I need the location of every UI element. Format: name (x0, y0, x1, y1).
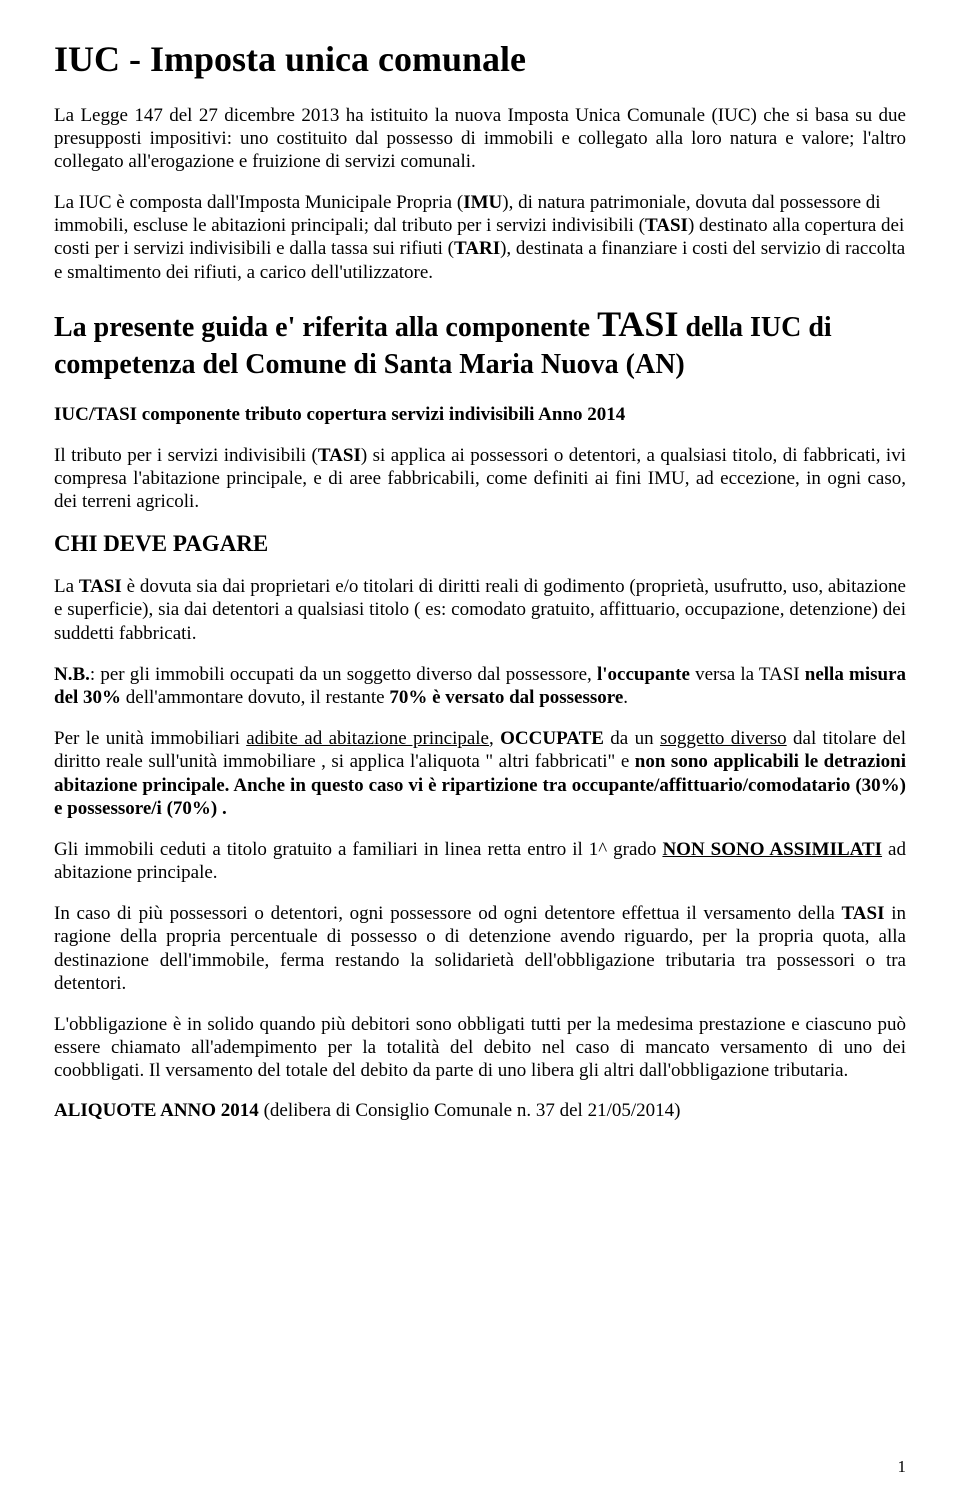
text: La IUC è composta dall'Imposta Municipal… (54, 192, 463, 213)
paragraph-piu-possessori: In caso di più possessori o detentori, o… (54, 902, 906, 995)
paragraph-obbligazione: L'obbligazione è in solido quando più de… (54, 1013, 906, 1083)
bold-tasi: TASI (79, 576, 122, 597)
text: In caso di più possessori o detentori, o… (54, 903, 842, 924)
document-page: IUC - Imposta unica comunale La Legge 14… (0, 0, 960, 1497)
paragraph-unita: Per le unità immobiliari adibite ad abit… (54, 727, 906, 820)
text: Per le unità immobiliari (54, 728, 246, 749)
bold-tasi: TASI (645, 215, 688, 236)
underline-soggetto: soggetto diverso (660, 728, 787, 749)
bold-tasi: TASI (318, 445, 361, 466)
text: versa la TASI (690, 664, 805, 685)
paragraph-immobili-ceduti: Gli immobili ceduti a titolo gratuito a … (54, 838, 906, 884)
paragraph-dovuta: La TASI è dovuta sia dai proprietari e/o… (54, 575, 906, 645)
bold-aliquote: ALIQUOTE ANNO 2014 (54, 1100, 264, 1121)
paragraph-tributo: Il tributo per i servizi indivisibili (T… (54, 444, 906, 514)
text: , (489, 728, 500, 749)
text: La (54, 576, 79, 597)
bold-underline-non-sono: NON SONO ASSIMILATI (662, 839, 882, 860)
text: La presente guida e' riferita alla compo… (54, 312, 597, 343)
bold-tasi: TASI (842, 903, 885, 924)
page-title: IUC - Imposta unica comunale (54, 40, 906, 80)
bold-70: 70% è versato dal possessore (389, 687, 623, 708)
paragraph-intro: La Legge 147 del 27 dicembre 2013 ha ist… (54, 104, 906, 174)
text-delibera: (delibera di Consiglio Comunale n. 37 de… (264, 1100, 681, 1121)
paragraph-nb: N.B.: per gli immobili occupati da un so… (54, 663, 906, 709)
text: . (623, 687, 628, 708)
guide-subtitle: La presente guida e' riferita alla compo… (54, 302, 906, 382)
bold-tari: TARI (454, 238, 500, 259)
text: da un (604, 728, 660, 749)
bold-nb: N.B. (54, 664, 90, 685)
paragraph-composition: La IUC è composta dall'Imposta Municipal… (54, 191, 906, 284)
text: Gli immobili ceduti a titolo gratuito a … (54, 839, 662, 860)
text: Il tributo per i servizi indivisibili ( (54, 445, 318, 466)
bold-imu: IMU (463, 192, 502, 213)
text: : per gli immobili occupati da un sogget… (90, 664, 597, 685)
text: dell'ammontare dovuto, il restante (121, 687, 389, 708)
section-aliquote: ALIQUOTE ANNO 2014 (delibera di Consigli… (54, 1100, 906, 1122)
underline-adibite: adibite ad abitazione principale (246, 728, 489, 749)
bold-occupante: l'occupante (597, 664, 690, 685)
bold-occupate: OCCUPATE (500, 728, 604, 749)
section-iuc-tasi: IUC/TASI componente tributo copertura se… (54, 404, 906, 426)
page-number: 1 (898, 1457, 907, 1477)
big-tasi: TASI (597, 304, 678, 344)
text: è dovuta sia dai proprietari e/o titolar… (54, 576, 906, 643)
section-chi-deve-pagare: CHI DEVE PAGARE (54, 531, 906, 557)
